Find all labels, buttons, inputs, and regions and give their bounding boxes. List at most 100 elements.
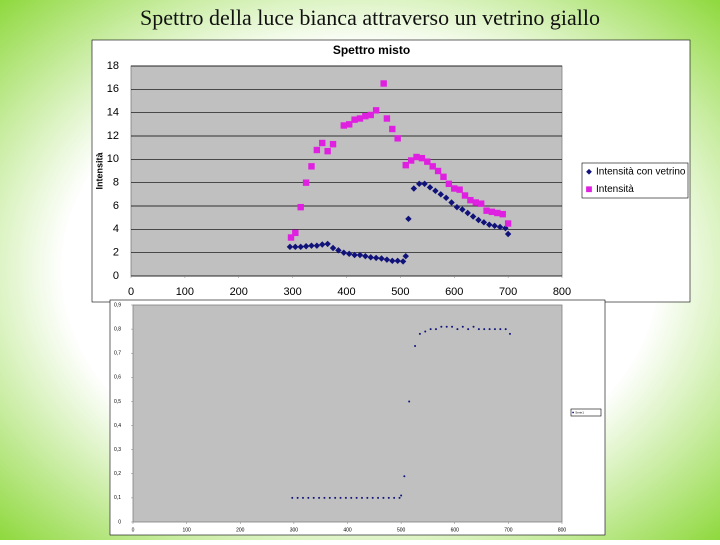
point — [461, 192, 469, 199]
point — [389, 257, 396, 265]
point — [351, 116, 358, 123]
point — [418, 154, 426, 162]
point — [344, 496, 347, 499]
point — [467, 196, 474, 204]
x-tick-label: 200 — [236, 527, 245, 533]
point — [301, 496, 304, 499]
point — [424, 330, 427, 333]
point — [324, 147, 331, 155]
point — [287, 234, 295, 241]
y-tick-label: 0,7 — [114, 351, 121, 357]
y-tick-label: 0,8 — [114, 326, 121, 332]
point — [408, 400, 411, 403]
legend-marker — [586, 186, 592, 193]
point — [496, 223, 504, 231]
x-tick-label: 700 — [504, 527, 513, 533]
point — [351, 251, 358, 259]
point — [356, 251, 364, 259]
point — [313, 146, 321, 154]
point — [297, 243, 304, 251]
point — [456, 328, 459, 331]
chart-title: Spettro misto — [333, 43, 410, 57]
point — [440, 325, 443, 328]
point — [328, 496, 331, 499]
y-tick-label: 2 — [113, 247, 119, 259]
point — [402, 161, 409, 169]
slide-title: Spettro della luce bianca attraverso un … — [140, 5, 600, 30]
y-tick-label: 8 — [113, 177, 119, 189]
point — [488, 328, 491, 331]
point — [394, 257, 401, 265]
y-tick-label: 4 — [113, 223, 119, 235]
point — [371, 496, 374, 499]
point — [402, 252, 409, 260]
x-tick-label: 100 — [182, 527, 191, 533]
point — [380, 80, 387, 87]
point — [345, 250, 353, 258]
y-tick-label: 0,4 — [114, 423, 121, 429]
point — [414, 344, 417, 347]
legend-label: Serie1 — [575, 410, 584, 414]
y-tick-label: 16 — [107, 83, 119, 95]
point — [421, 180, 428, 188]
y-tick-label: 10 — [107, 153, 119, 165]
point — [312, 496, 315, 499]
point — [459, 206, 466, 213]
y-tick-label: 0,3 — [114, 447, 121, 453]
legend-label: Intensità — [596, 184, 634, 195]
point — [389, 125, 396, 133]
x-tick-label: 100 — [176, 286, 194, 298]
x-tick-label: 800 — [558, 527, 567, 533]
point — [383, 256, 391, 263]
x-tick-label: 300 — [290, 527, 299, 533]
legend-box — [570, 408, 602, 417]
point — [313, 242, 321, 249]
point — [355, 496, 358, 499]
y-tick-label: 12 — [107, 130, 119, 142]
point — [394, 135, 401, 142]
point — [469, 213, 477, 220]
point — [319, 139, 326, 147]
plot-area — [132, 304, 563, 523]
point — [387, 496, 390, 499]
point — [292, 229, 299, 237]
point — [367, 111, 374, 119]
point — [319, 241, 326, 248]
point — [451, 185, 458, 192]
point — [377, 496, 380, 499]
point — [477, 200, 485, 207]
point — [350, 496, 353, 499]
x-tick-label: 400 — [337, 286, 355, 298]
x-tick-label: 600 — [445, 286, 463, 298]
point — [483, 328, 486, 331]
point — [323, 496, 326, 499]
point — [360, 496, 363, 499]
y-tick-label: 0,9 — [114, 302, 121, 308]
point — [407, 157, 415, 164]
point — [372, 107, 380, 114]
x-tick-label: 800 — [553, 286, 571, 298]
point — [308, 242, 315, 249]
y-tick-label: 0 — [118, 519, 121, 525]
point — [400, 494, 403, 497]
point — [291, 496, 294, 499]
point — [434, 328, 437, 331]
y-axis-label: Intensità — [94, 152, 104, 190]
plot-area — [130, 65, 563, 277]
point — [340, 122, 348, 129]
point — [324, 240, 331, 248]
legend-box — [581, 162, 689, 199]
point — [410, 185, 418, 192]
point — [508, 332, 511, 335]
point — [504, 230, 512, 238]
point — [448, 199, 455, 206]
point — [483, 207, 490, 214]
point — [292, 243, 299, 251]
point — [494, 209, 501, 217]
point — [475, 216, 482, 224]
point — [499, 328, 502, 331]
x-tick-label: 400 — [343, 527, 352, 533]
x-tick-label: 700 — [499, 286, 517, 298]
point — [318, 496, 321, 499]
